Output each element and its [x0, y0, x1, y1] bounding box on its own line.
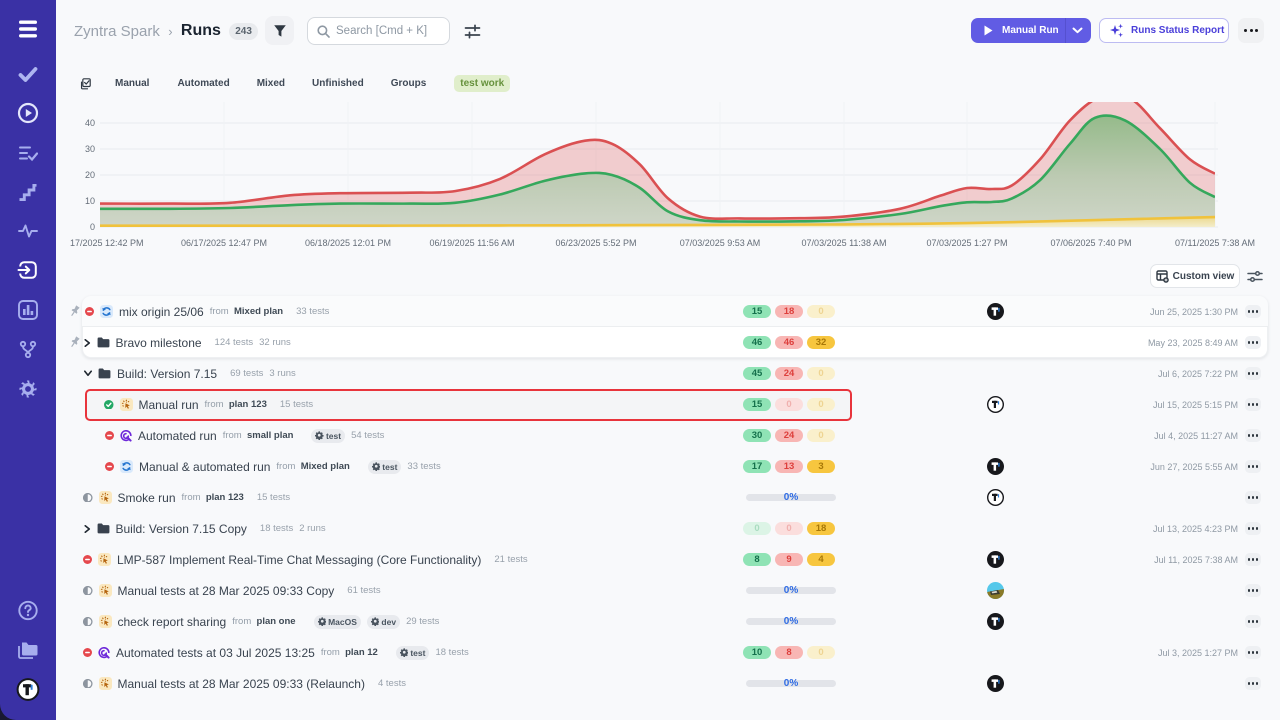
svg-text:07/06/2025 7:40 PM: 07/06/2025 7:40 PM	[1050, 238, 1131, 248]
svg-text:10: 10	[85, 196, 95, 206]
svg-text:07/03/2025 1:27 PM: 07/03/2025 1:27 PM	[926, 238, 1007, 248]
svg-text:17/2025 12:42 PM: 17/2025 12:42 PM	[70, 238, 144, 248]
svg-text:06/19/2025 11:56 AM: 06/19/2025 11:56 AM	[430, 238, 515, 248]
svg-text:07/03/2025 9:53 AM: 07/03/2025 9:53 AM	[680, 238, 761, 248]
svg-text:30: 30	[85, 144, 95, 154]
svg-text:06/23/2025 5:52 PM: 06/23/2025 5:52 PM	[555, 238, 636, 248]
svg-text:20: 20	[85, 170, 95, 180]
svg-text:06/18/2025 12:01 PM: 06/18/2025 12:01 PM	[305, 238, 391, 248]
svg-text:07/11/2025 7:38 AM: 07/11/2025 7:38 AM	[1175, 238, 1255, 248]
svg-text:07/03/2025 11:38 AM: 07/03/2025 11:38 AM	[802, 238, 887, 248]
svg-text:06/17/2025 12:47 PM: 06/17/2025 12:47 PM	[181, 238, 267, 248]
svg-text:40: 40	[85, 118, 95, 128]
svg-text:0: 0	[90, 222, 95, 232]
